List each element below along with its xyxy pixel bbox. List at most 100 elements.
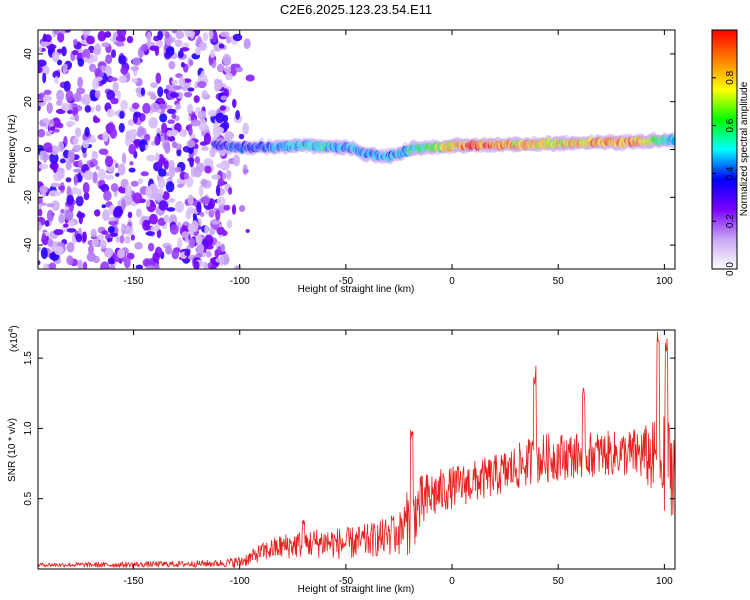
spectrogram-noise-blob [71, 106, 79, 117]
spectrogram-noise-blob [67, 109, 73, 115]
spectrogram-noise-blob [76, 87, 86, 95]
spectrogram-noise-blob [216, 226, 225, 236]
spectrogram-noise-blob [245, 229, 250, 233]
spectrogram-noise-blob [78, 159, 83, 169]
x-tick-label: 100 [656, 276, 673, 287]
spectrogram-noise-blob [159, 113, 168, 123]
spectrogram-noise-blob [135, 208, 142, 218]
spectrogram-noise-blob [131, 78, 138, 84]
spectrogram-noise-blob [209, 257, 218, 264]
spectrogram-noise-blob [164, 51, 172, 60]
spectrogram-noise-blob [216, 184, 221, 197]
spectrogram-noise-blob [66, 242, 75, 253]
spectrogram-noise-blob [190, 220, 199, 233]
spectrogram-noise-blob [204, 224, 209, 235]
spectrogram-noise-blob [220, 95, 228, 101]
spectrogram-noise-blob [171, 30, 178, 34]
spectrogram-noise-blob [232, 98, 237, 108]
spectrogram-panel: -150 -100 -50 0 50 100 -40 -20 0 20 40 Height of … [7, 29, 676, 295]
spectrogram-noise-blob [65, 160, 72, 171]
spectrogram-noise-blob [38, 65, 43, 74]
spectrogram-noise-blob [121, 152, 127, 165]
spectrogram-noise-blob [182, 86, 188, 91]
spectrogram-noise-blob [90, 228, 97, 238]
spectrogram-noise-blob [218, 43, 225, 49]
colorbar-tick-label: 0.6 [725, 118, 736, 132]
spectrogram-noise-blob [53, 229, 64, 236]
spectrogram-noise-blob [217, 178, 225, 187]
spectrogram-noise-blob [81, 30, 91, 36]
spectrogram-noise-blob [104, 31, 112, 38]
spectrogram-noise-blob [178, 76, 186, 87]
spectrogram-noise-blob [72, 145, 80, 150]
spectrogram-noise-blob [44, 220, 50, 227]
spectrogram-noise-blob [226, 219, 233, 229]
spectrogram-noise-blob [64, 30, 71, 33]
spectrogram-noise-blob [120, 66, 128, 75]
spectrogram-noise-blob [101, 230, 109, 235]
spectrogram-noise-blob [73, 174, 78, 186]
spectrogram-noise-blob [232, 33, 243, 42]
spectrogram-noise-blob [167, 198, 176, 203]
spectrogram-noise-blob [111, 49, 116, 59]
spectrogram-noise-blob [56, 122, 64, 129]
spectrogram-noise-blob [225, 72, 233, 81]
spectrogram-noise-blob [65, 177, 72, 183]
spectrogram-noise-blob [195, 235, 203, 245]
spectrogram-noise-blob [156, 228, 162, 239]
spectrogram-noise-blob [175, 200, 185, 213]
spectrogram-noise-blob [38, 246, 41, 252]
x-tick-label: -100 [230, 576, 250, 587]
spectrogram-noise-blob [114, 162, 119, 169]
snr-y-axis: 0.5 1.0 1.5 [23, 351, 675, 506]
spectrogram-noise-blob [38, 59, 47, 67]
spectrogram-noise-blob [115, 35, 126, 42]
spectrogram-noise-blob [161, 122, 168, 134]
x-tick-label: 100 [656, 576, 673, 587]
snr-multiplier-exponent: 4 [8, 329, 15, 333]
spectrogram-noise-blob [184, 237, 189, 243]
spectrogram-noise-blob [44, 153, 50, 160]
spectrogram-noise-blob [189, 156, 195, 168]
spectrogram-noise-blob [115, 172, 120, 177]
spectrogram-noise-blob [96, 76, 103, 81]
spectrogram-noise-blob [208, 30, 214, 40]
spectrogram-noise-blob [82, 182, 90, 194]
spectrogram-noise-blob [127, 119, 135, 126]
spectrogram-noise-blob [90, 134, 96, 144]
spectrogram-noise-blob [189, 59, 194, 66]
spectrogram-noise-blob [152, 252, 160, 263]
spectrogram-noise-blob [120, 99, 128, 111]
spectrogram-noise-blob [175, 30, 185, 40]
spectrogram-noise-blob [118, 55, 127, 65]
spectrogram-noise-blob [97, 168, 106, 181]
spectrogram-noise-blob [194, 48, 201, 56]
spectrogram-noise-blob [77, 76, 83, 88]
spectrogram-noise-blob [169, 224, 179, 235]
spectrogram-noise-blob [222, 53, 232, 66]
spectrogram-noise-blob [71, 186, 79, 195]
spectrogram-noise-blob [66, 198, 74, 206]
spectrogram-noise-blob [219, 105, 227, 111]
spectrogram-noise-blob [204, 165, 212, 174]
spectrogram-noise-blob [165, 245, 173, 255]
colorbar-gradient [711, 29, 738, 270]
spectrogram-noise-blob [61, 103, 71, 111]
spectrogram-noise-blob [192, 213, 197, 219]
spectrogram-noise-blob [66, 185, 72, 196]
spectrogram-noise-blob [196, 201, 202, 213]
spectrogram-noise-blob [45, 131, 52, 137]
spectrogram-noise-blob [130, 180, 139, 187]
spectrogram-noise-blob [48, 262, 57, 269]
spectrogram-noise-blob [181, 131, 187, 138]
spectrogram-noise-blob [57, 169, 65, 180]
spectrogram-noise-blob [109, 232, 118, 237]
spectrogram-noise-blob [220, 243, 225, 253]
spectrogram-noise-blob [134, 139, 140, 149]
spectrogram-noise-blob [216, 63, 225, 73]
spectrogram-noise-blob [99, 72, 104, 77]
spectrogram-noise-blob [107, 238, 113, 242]
spectrogram-noise-blob [73, 92, 82, 103]
spectrogram-noise-blob [182, 42, 190, 49]
spectrogram-noise-blob [193, 95, 200, 103]
